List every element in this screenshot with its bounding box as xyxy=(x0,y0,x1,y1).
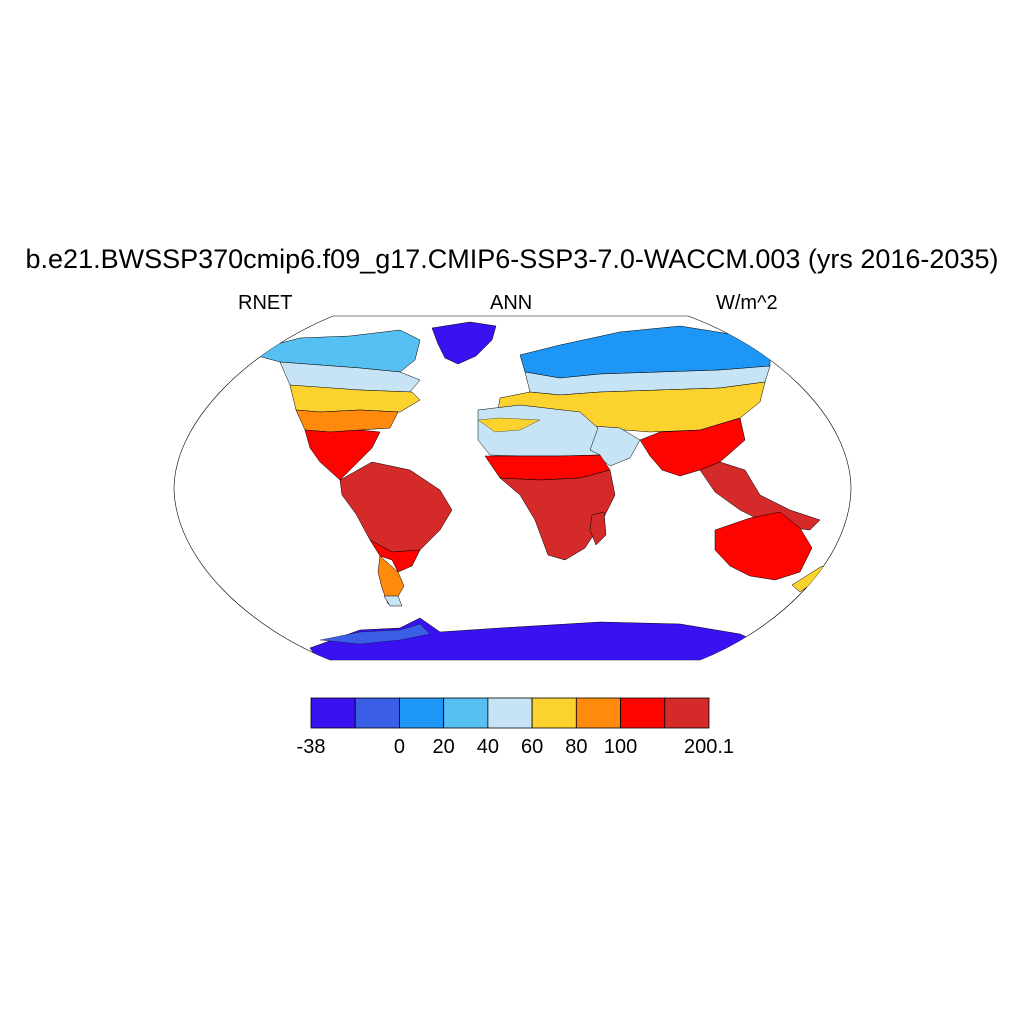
map-title: b.e21.BWSSP370cmip6.f09_g17.CMIP6-SSP3-7… xyxy=(25,244,999,274)
south-america-north xyxy=(339,461,453,553)
greenland xyxy=(431,321,497,365)
colorbar-tick-label: 0 xyxy=(393,736,405,758)
colorbar-tick-label: 20 xyxy=(432,736,455,758)
land-layer xyxy=(257,321,829,660)
colorbar-tick-label: -38 xyxy=(296,736,326,758)
colorbar-bin xyxy=(620,697,666,729)
tierra-del-fuego xyxy=(383,595,403,607)
colorbar-bin xyxy=(399,697,445,729)
colorbar-bin xyxy=(443,697,489,729)
madagascar xyxy=(589,511,607,546)
colorbar xyxy=(310,697,710,729)
sahara-edge xyxy=(477,417,541,433)
north-america-arctic xyxy=(257,329,421,373)
colorbar-bin xyxy=(531,697,577,729)
colorbar-tick-label: 40 xyxy=(476,736,499,758)
colorbar-bin xyxy=(310,697,356,729)
southeast-asia xyxy=(699,461,821,531)
colorbar-tick-label: 100 xyxy=(603,736,638,758)
central-america xyxy=(304,429,381,481)
colorbar-bin xyxy=(354,697,400,729)
colorbar-tick-label: 200.1 xyxy=(683,736,735,758)
units-label: W/m^2 xyxy=(716,292,778,314)
colorbar-bin xyxy=(664,697,710,729)
season-label: ANN xyxy=(490,292,533,314)
south-america-south xyxy=(369,539,421,573)
colorbar-tick-label: 60 xyxy=(520,736,544,758)
australia xyxy=(714,511,813,581)
colorbar-bin xyxy=(487,697,533,729)
north-america-south xyxy=(295,409,399,433)
colorbar-tick-label: 80 xyxy=(565,736,588,758)
variable-label: RNET xyxy=(238,292,293,314)
colorbar-bin xyxy=(575,697,621,729)
antarctica-edge xyxy=(319,623,431,645)
